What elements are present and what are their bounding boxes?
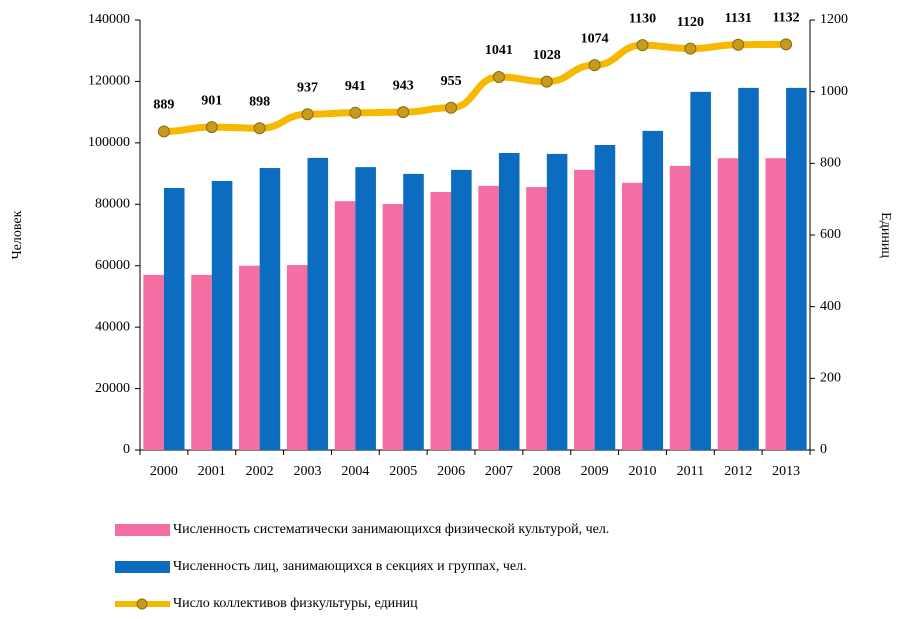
bar <box>786 87 807 450</box>
y-tick-label: 40000 <box>95 319 130 334</box>
data-label: 937 <box>297 80 318 95</box>
data-label: 1041 <box>485 43 513 58</box>
x-tick-label: 2013 <box>772 464 800 479</box>
bar <box>498 152 520 450</box>
line-marker <box>588 59 601 72</box>
bar <box>403 173 424 450</box>
line-marker <box>732 38 745 51</box>
y2-axis-label: Единиц <box>878 212 893 258</box>
bar <box>546 153 568 450</box>
bar <box>239 265 260 450</box>
data-label: 1074 <box>581 31 609 46</box>
y-tick-label: 0 <box>123 442 130 457</box>
x-tick-label: 2006 <box>437 464 465 479</box>
legend-swatch <box>115 524 170 536</box>
data-label: 1120 <box>677 15 704 30</box>
y-tick-label: 140000 <box>88 12 130 27</box>
bar <box>526 187 547 451</box>
data-label: 889 <box>153 98 174 113</box>
line-marker <box>540 75 553 88</box>
x-tick-label: 2003 <box>294 464 322 479</box>
line-marker <box>301 108 314 121</box>
bar <box>451 169 472 450</box>
data-label: 898 <box>249 94 270 109</box>
line-marker <box>349 106 362 119</box>
line-marker <box>492 70 505 83</box>
line-marker <box>205 121 218 134</box>
y2-tick-label: 200 <box>820 371 841 386</box>
legend-marker <box>136 598 148 610</box>
legend-label: Число коллективов физкультуры, единиц <box>173 596 418 611</box>
y-tick-label: 100000 <box>88 135 130 150</box>
legend-label: Численность систематически занимающихся … <box>173 522 609 537</box>
x-tick-label: 2007 <box>485 464 513 479</box>
y2-tick-label: 400 <box>820 299 841 314</box>
y-axis-label: Человек <box>10 210 25 259</box>
x-tick-label: 2008 <box>533 464 561 479</box>
legend-swatch <box>115 561 170 573</box>
x-tick-label: 2004 <box>341 464 369 479</box>
bar <box>259 168 281 451</box>
bar <box>717 158 739 450</box>
bar <box>191 274 212 450</box>
data-label: 1028 <box>533 48 561 63</box>
line-marker <box>157 125 170 138</box>
bar <box>334 201 356 450</box>
data-label: 901 <box>201 93 222 108</box>
bar <box>382 203 404 450</box>
y-tick-label: 60000 <box>95 258 130 273</box>
y-tick-label: 80000 <box>95 197 130 212</box>
y-tick-label: 20000 <box>95 381 130 396</box>
y2-tick-label: 1200 <box>820 12 848 27</box>
line-marker <box>780 38 793 51</box>
bar <box>690 91 711 450</box>
bar <box>163 188 185 450</box>
x-tick-label: 2010 <box>629 464 657 479</box>
bar <box>307 157 329 450</box>
bar <box>621 182 643 451</box>
bar <box>286 265 308 450</box>
bar <box>478 185 499 450</box>
legend-label: Численность лиц, занимающихся в секциях … <box>173 559 527 574</box>
data-label: 1131 <box>725 11 752 26</box>
bar <box>642 130 664 450</box>
bar <box>355 167 376 450</box>
bar <box>430 192 452 450</box>
line-marker <box>397 106 410 119</box>
data-label: 955 <box>441 74 462 89</box>
x-tick-label: 2009 <box>581 464 609 479</box>
x-tick-label: 2005 <box>389 464 417 479</box>
data-label: 941 <box>345 79 366 94</box>
y2-tick-label: 600 <box>820 227 841 242</box>
line-marker <box>445 101 458 114</box>
bar <box>143 274 164 450</box>
bar <box>574 169 595 450</box>
y2-tick-label: 0 <box>820 442 827 457</box>
x-tick-label: 2001 <box>198 464 226 479</box>
data-label: 943 <box>393 78 414 93</box>
bar <box>669 165 691 450</box>
y2-tick-label: 1000 <box>820 84 848 99</box>
y2-tick-label: 800 <box>820 156 841 171</box>
x-tick-label: 2002 <box>246 464 274 479</box>
bar <box>211 180 233 450</box>
bar <box>765 158 787 450</box>
x-tick-label: 2012 <box>724 464 752 479</box>
line-marker <box>684 42 697 55</box>
bar <box>594 145 616 450</box>
line-marker <box>253 122 266 135</box>
bar <box>738 87 759 450</box>
x-tick-label: 2011 <box>677 464 704 479</box>
y-tick-label: 120000 <box>88 74 130 89</box>
line-marker <box>636 39 649 52</box>
data-label: 1130 <box>629 11 656 26</box>
line <box>163 40 787 135</box>
x-tick-label: 2000 <box>150 464 178 479</box>
data-label: 1132 <box>772 11 799 26</box>
